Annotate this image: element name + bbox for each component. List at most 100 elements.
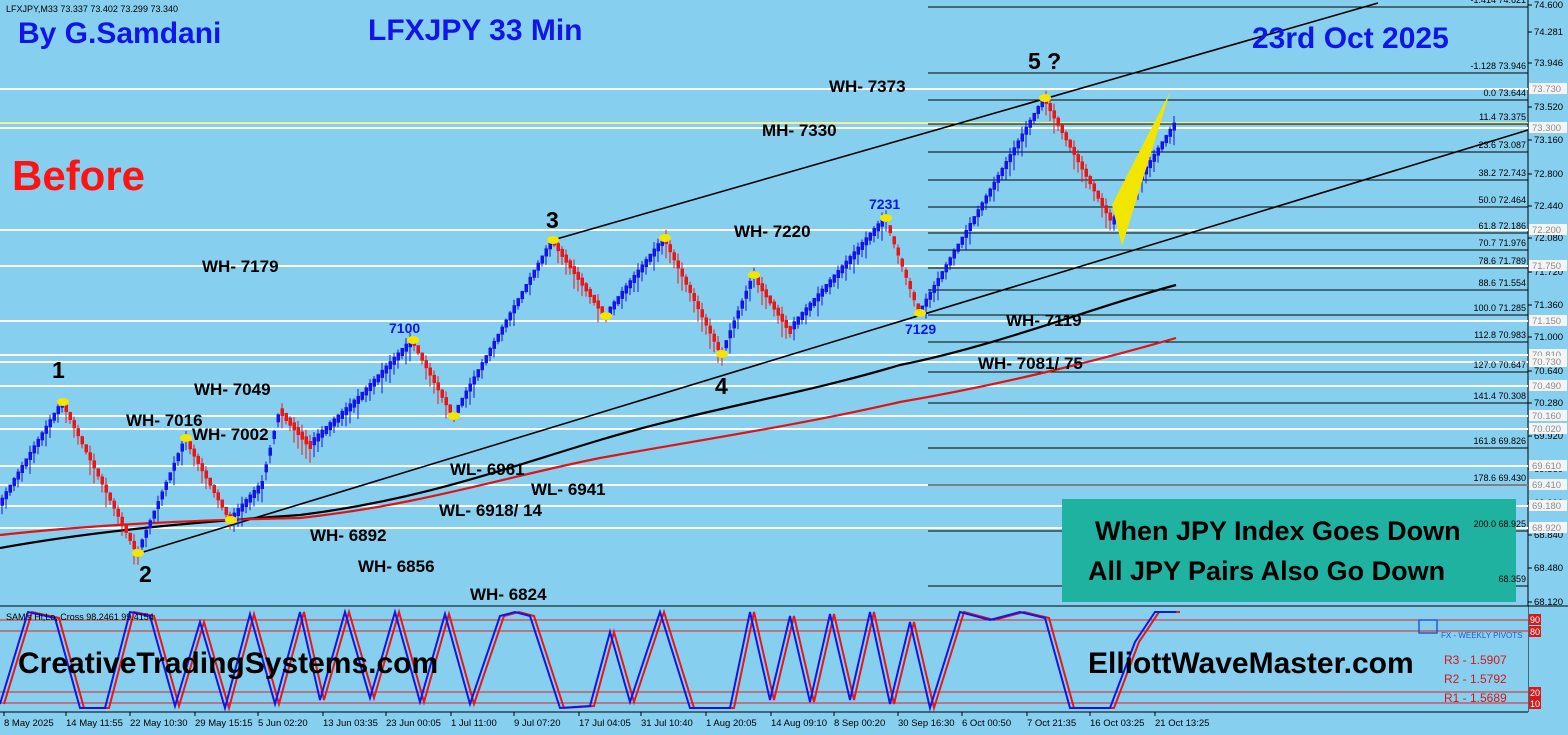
candle-body: [248, 494, 252, 503]
candle-body: [532, 269, 536, 278]
candle-body: [384, 365, 388, 374]
candle-body: [744, 290, 748, 299]
price-axis-label: 68.480: [1534, 563, 1563, 574]
candle-body: [1048, 103, 1052, 112]
candle-body: [172, 462, 176, 471]
fibonacci-labels: -1.414 74.621 -1.128 73.946 0.0 73.644 11.4…: [1470, 0, 1526, 584]
fibonacci-label: 78.6 71.789: [1478, 256, 1526, 266]
price-tag: [1529, 349, 1567, 360]
candle-body: [648, 253, 652, 262]
price-tag: [1529, 122, 1567, 133]
candle-body: [656, 243, 660, 252]
candle-body: [596, 300, 600, 309]
fibonacci-label: 112.8 70.983: [1474, 330, 1526, 340]
time-axis-panel[interactable]: [0, 712, 1568, 735]
candle-body: [1024, 126, 1028, 135]
level-label: WH- 6856: [358, 557, 435, 576]
candle-body: [928, 291, 932, 300]
candle-body: [200, 463, 204, 472]
candle-body: [688, 284, 692, 293]
candle-body: [32, 445, 36, 454]
candle-body: [68, 412, 72, 421]
fibonacci-label: 11.4 73.375: [1479, 112, 1526, 122]
candle-body: [644, 259, 648, 268]
candle-body: [196, 455, 200, 464]
price-axis-label: 71.720: [1534, 267, 1563, 278]
candle-body: [860, 242, 864, 250]
candle-body: [628, 280, 632, 289]
wave-5-label: 5 ?: [1028, 48, 1061, 74]
price-tag: [1529, 356, 1567, 367]
candle-body: [924, 298, 928, 307]
candle-body: [832, 274, 836, 283]
candle-body: [524, 284, 528, 292]
candle-body: [144, 529, 148, 538]
level-label: WH- 6824: [470, 585, 547, 604]
candle-body: [100, 476, 104, 485]
candle-body: [544, 248, 548, 257]
candle-body: [972, 216, 976, 225]
price-tag-label: 73.300: [1532, 123, 1561, 134]
candle-body: [388, 361, 392, 370]
candle-body: [504, 319, 508, 328]
pivot-marker: [132, 549, 144, 557]
time-axis-label: 29 May 15:15: [195, 718, 253, 729]
candle-body: [496, 333, 500, 342]
candle-body: [84, 444, 88, 453]
candle-body: [992, 181, 996, 190]
candle-body: [964, 229, 968, 238]
candle-body: [52, 412, 56, 421]
candle-body: [956, 243, 960, 252]
time-axis-label: 31 Jul 10:40: [641, 718, 693, 729]
candle-body: [448, 404, 452, 413]
time-axis-label: 13 Jun 03:35: [323, 718, 378, 729]
candle-body: [336, 414, 340, 423]
candle-body: [380, 369, 384, 378]
candle-body: [108, 492, 112, 501]
candle-body: [624, 285, 628, 294]
candle-body: [1164, 135, 1168, 144]
candle-body: [868, 232, 872, 241]
candle-body: [896, 247, 900, 256]
indicator-tag-10: [1529, 698, 1541, 709]
candle-body: [472, 376, 476, 385]
candle-body: [4, 491, 8, 500]
candle-body: [568, 260, 572, 269]
price-tag: [1529, 380, 1567, 391]
candle-body: [676, 260, 680, 269]
candle-body: [1032, 112, 1036, 121]
price-axis-label: 74.281: [1534, 27, 1563, 38]
candle-body: [280, 408, 284, 417]
fibonacci-label: 70.7 71.976: [1478, 238, 1526, 248]
candle-body: [0, 497, 4, 506]
indicator-tag-20: [1529, 687, 1541, 698]
candle-body: [732, 320, 736, 329]
candle-body: [324, 425, 328, 434]
candle-body: [892, 236, 896, 245]
candle-body: [376, 374, 380, 383]
time-axis-label: 16 Oct 03:25: [1090, 718, 1144, 729]
candle-body: [1084, 168, 1088, 177]
indicator-tag-80: [1529, 626, 1541, 637]
candle-body: [320, 429, 324, 438]
candle-body: [328, 422, 332, 431]
candle-body: [540, 255, 544, 264]
level-label: WH- 7016: [126, 411, 203, 430]
price-tag: [1529, 83, 1567, 94]
candle-body: [1000, 167, 1004, 176]
price-axis-label: 68.840: [1534, 530, 1563, 541]
price-tag: [1529, 423, 1567, 434]
candle-body: [988, 188, 992, 197]
pivots-title: FX - WEEKLY PIVOTS: [1441, 631, 1523, 640]
candle-body: [160, 491, 164, 500]
candle-body: [16, 471, 20, 480]
price-axis-label: 68.120: [1534, 597, 1563, 608]
candle-body: [168, 472, 172, 481]
candle-body: [908, 281, 912, 290]
message-line-1: When JPY Index Goes Down: [1095, 516, 1461, 546]
pivot-marker: [1039, 94, 1051, 102]
candle-body: [340, 410, 344, 419]
lower-channel-line: [139, 129, 1529, 554]
